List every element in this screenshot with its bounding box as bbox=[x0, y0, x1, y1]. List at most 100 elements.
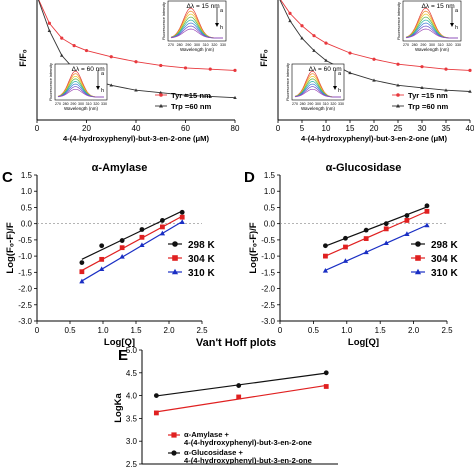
panel-c-point bbox=[159, 230, 166, 236]
panel-d-fit-line-3 bbox=[325, 224, 428, 271]
panel-b-inset-2-label: Δλ = 60 nm bbox=[309, 66, 342, 73]
panel-a-xlabel: 4-(4-hydroxyphenyl)-but-3-en-2-one (μM) bbox=[63, 134, 209, 143]
panel-a-inset-1-xlabel: Wavelength (nm) bbox=[180, 47, 215, 52]
panel-a-inset-1-spectrum-8 bbox=[170, 28, 223, 39]
panel-b-inset-1-label: Δλ = 15 nm bbox=[422, 3, 455, 10]
panel-c-ytick-label: 1.0 bbox=[21, 187, 33, 196]
panel-a-legend-label: Trp =60 nm bbox=[171, 102, 212, 111]
panel-d-xtick-label: 1.5 bbox=[375, 326, 387, 335]
panel-a-inset-1-label: Δλ = 15 nm bbox=[187, 3, 220, 10]
panel-e-ytick-label: 3.5 bbox=[126, 414, 138, 423]
panel-d-xtick-label: 1.0 bbox=[341, 326, 353, 335]
panel-c-xtick-label: 2.0 bbox=[163, 326, 175, 335]
panel-a-point bbox=[47, 28, 52, 32]
panel-d-ytick-label: 1.0 bbox=[264, 187, 276, 196]
panel-a-inset-2-xtick-label: 330 bbox=[101, 102, 107, 106]
panel-d-point bbox=[323, 243, 328, 249]
panel-d-point bbox=[404, 213, 410, 218]
panel-d-legend-label: 298 K bbox=[431, 240, 458, 251]
panel-a-inset-1-arrow-a: a bbox=[220, 8, 224, 14]
panel-c-point bbox=[119, 254, 125, 259]
panel-d-point bbox=[363, 227, 369, 233]
panel-c-point bbox=[179, 209, 185, 215]
panel-a-inset-1-arrow-h: h bbox=[220, 25, 223, 31]
panel-a-inset-2-arrowhead bbox=[96, 86, 100, 90]
panel-d-point bbox=[323, 253, 328, 259]
panel-b-xtick-label: 30 bbox=[418, 124, 427, 133]
panel-c-legend-label: 298 K bbox=[188, 240, 215, 251]
panel-d-legend-label: 310 K bbox=[431, 268, 458, 279]
panel-c-point bbox=[179, 214, 185, 220]
panel-b-inset-2-xlabel: Wavelength (nm) bbox=[301, 106, 336, 111]
panel-b-inset-2-xtick-label: 330 bbox=[338, 102, 344, 106]
panel-b-inset-2-arrow-a: a bbox=[338, 71, 342, 77]
panel-e-point bbox=[236, 394, 242, 400]
panel-c-point bbox=[79, 260, 85, 265]
panel-b-inset-1-xtick-label: 270 bbox=[403, 43, 409, 47]
panel-a-point bbox=[134, 60, 138, 64]
panel-b-inset-1-xtick-label: 310 bbox=[438, 43, 444, 47]
panel-b-inset-2-xtick-label: 310 bbox=[323, 102, 329, 106]
panel-e-ytick-label: 2.5 bbox=[126, 460, 138, 469]
panel-d-legend-marker bbox=[415, 255, 421, 261]
panel-d-ytick-label: -2.0 bbox=[261, 285, 275, 294]
panel-b-inset-2-ylabel: Fluorescence intensity bbox=[286, 63, 290, 101]
panel-b-inset-2-xtick-label: 280 bbox=[300, 102, 306, 106]
panel-c-ytick-label: -2.5 bbox=[18, 301, 32, 310]
panel-d-legend-marker bbox=[415, 241, 421, 247]
panel-d-point bbox=[404, 218, 410, 223]
panel-c-xtick-label: 1.0 bbox=[97, 326, 109, 335]
panel-b-inset-2-spectrum-8 bbox=[294, 88, 341, 98]
panel-c-point bbox=[139, 242, 145, 247]
panel-d-xtick-label: 2.5 bbox=[441, 326, 453, 335]
panel-c-ytick-label: 0.5 bbox=[21, 203, 33, 212]
panel-a-chart: 0 20 40 60 80 4-(4-hydroxyphenyl)-but-3-en-2-… bbox=[18, 0, 240, 143]
panel-b-inset-2-xtick-label: 320 bbox=[330, 102, 336, 106]
panel-a-legend-label: Tyr =15 nm bbox=[171, 91, 211, 100]
panel-d-ytick-label: -1.0 bbox=[261, 252, 275, 261]
panel-c-point bbox=[99, 243, 105, 249]
panel-b-point bbox=[312, 48, 316, 52]
panel-b-xtick-label: 40 bbox=[466, 124, 474, 133]
panel-a-legend-marker bbox=[159, 103, 163, 108]
panel-a-point bbox=[208, 67, 212, 71]
panel-a-inset-2-xtick-label: 290 bbox=[70, 102, 76, 106]
panel-c-point bbox=[160, 218, 165, 223]
panel-b-point bbox=[324, 58, 328, 62]
panel-d-legend-marker bbox=[414, 268, 422, 275]
panel-b-xlabel: 4-(4-hydroxyphenyl)-but-3-en-2-one (μM) bbox=[301, 134, 447, 143]
panel-b-xtick-label: 10 bbox=[322, 124, 331, 133]
panel-b-point bbox=[288, 11, 292, 15]
panel-d-point bbox=[322, 267, 329, 273]
panel-a-inset-2-arrow-a: a bbox=[101, 71, 105, 77]
panel-c-fit-line-3 bbox=[81, 221, 183, 282]
panel-b-chart: 0 5 10 15 20 25 30 35 40 4-(4-hydroxyphenyl)-but-… bbox=[259, 0, 474, 143]
panel-a-xtick-label: 0 bbox=[35, 124, 40, 133]
panel-c-legend-marker bbox=[172, 255, 178, 261]
panel-b-inset-1-spectrum-8 bbox=[405, 28, 458, 39]
panel-c-ytick-label: 1.5 bbox=[21, 171, 33, 180]
panel-c-legend-label: 310 K bbox=[188, 268, 215, 279]
panel-c-fit-line-2 bbox=[81, 215, 183, 271]
panel-b-point bbox=[324, 41, 328, 45]
panel-c-point bbox=[119, 238, 125, 243]
panel-c-xlabel: Log[Q] bbox=[104, 337, 135, 348]
panel-e-point bbox=[153, 410, 159, 416]
panel-b-inset-2-xtick-label: 290 bbox=[307, 102, 313, 106]
panel-b-inset-1-arrow-a: a bbox=[455, 8, 459, 14]
panel-c-legend-marker bbox=[172, 241, 178, 247]
panel-b-xtick-label: 35 bbox=[442, 124, 451, 133]
panel-label-e: E bbox=[118, 347, 128, 364]
panel-e-fit-line-1 bbox=[156, 384, 327, 413]
panel-b-point bbox=[396, 83, 400, 87]
panel-c-xtick-label: 0.5 bbox=[64, 326, 76, 335]
panel-e-point bbox=[153, 393, 159, 398]
panel-a-inset-2-xtick-label: 320 bbox=[93, 102, 99, 106]
panel-c-point bbox=[179, 219, 185, 224]
panel-c-point bbox=[79, 269, 85, 275]
panel-c-chart: α-Amylase -3.0 -2.5 -2.0 -1.5 -1.0 -0.5 0.0 0.5 1… bbox=[5, 162, 215, 348]
panel-b-point bbox=[300, 36, 304, 40]
panel-a-inset-1-xtick-label: 280 bbox=[177, 43, 183, 47]
panel-e-point bbox=[236, 383, 242, 388]
panel-a-inset-2-arrow-h: h bbox=[101, 88, 104, 94]
